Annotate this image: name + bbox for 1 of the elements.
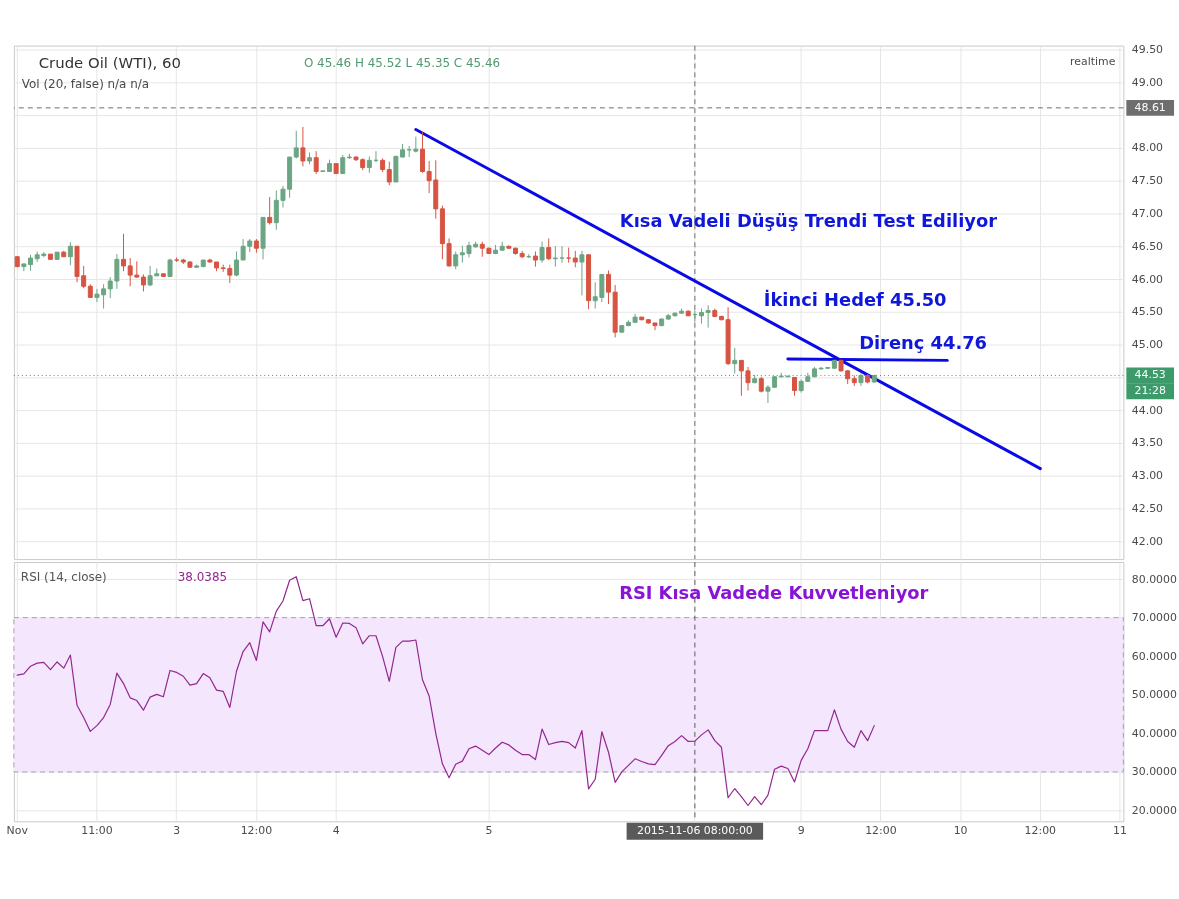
x-tick-label: Nov	[6, 823, 29, 837]
